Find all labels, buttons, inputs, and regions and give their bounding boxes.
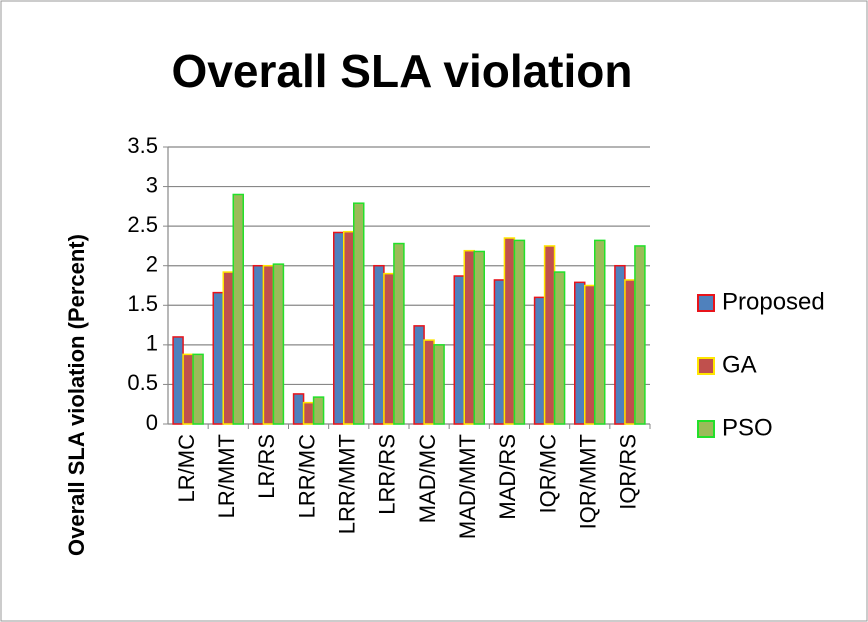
bar xyxy=(292,393,305,425)
legend-label: Proposed xyxy=(722,288,825,315)
bar xyxy=(574,281,586,425)
bar xyxy=(453,275,465,425)
bar xyxy=(172,336,184,425)
bar xyxy=(192,353,204,425)
y-axis-label: Overall SLA violation (Percent) xyxy=(64,234,89,556)
bar xyxy=(393,242,405,425)
bar xyxy=(553,271,566,425)
x-tick-label: LR/RS xyxy=(254,434,279,499)
x-tick-label: IQR/MC xyxy=(535,434,560,514)
y-tick-label: 2.5 xyxy=(127,212,158,237)
bar xyxy=(353,202,365,425)
legend-label: PSO xyxy=(722,414,773,441)
bar xyxy=(333,231,345,425)
bar xyxy=(182,353,194,425)
bar xyxy=(473,250,485,425)
y-tick-label: 0.5 xyxy=(127,370,158,395)
legend-label: GA xyxy=(722,351,757,378)
bar xyxy=(543,245,556,425)
x-tick-label: LRR/RS xyxy=(375,434,400,515)
x-tick-label: LR/MMT xyxy=(214,434,239,518)
x-tick-label: IQR/MMT xyxy=(576,434,601,529)
bar xyxy=(463,249,475,425)
y-tick-label: 1 xyxy=(146,331,158,356)
legend-swatch xyxy=(697,294,715,312)
bar xyxy=(262,264,275,425)
x-tick-label: MAD/RS xyxy=(495,434,520,520)
y-tick-label: 0 xyxy=(146,410,158,435)
x-tick-label: IQR/RS xyxy=(616,434,641,510)
y-tick-label: 1.5 xyxy=(127,291,158,316)
bar xyxy=(614,264,626,425)
bar xyxy=(634,245,646,425)
bar xyxy=(624,279,636,425)
bar xyxy=(222,271,234,425)
bar xyxy=(533,296,546,425)
legend-swatch xyxy=(697,420,715,438)
bar xyxy=(493,279,506,425)
y-tick-label: 2 xyxy=(146,252,158,277)
bar xyxy=(513,239,526,425)
y-tick-label: 3.5 xyxy=(127,133,158,158)
x-tick-label: MAD/MMT xyxy=(455,434,480,539)
x-tick-label: MAD/MC xyxy=(415,434,440,523)
y-tick-label: 3 xyxy=(146,172,158,197)
x-tick-label: LRR/MC xyxy=(294,434,319,518)
legend-swatch xyxy=(697,357,715,375)
bar xyxy=(413,325,425,425)
bar xyxy=(594,239,606,425)
bar xyxy=(433,344,445,425)
x-tick-label: LRR/MMT xyxy=(335,434,360,534)
bar xyxy=(272,263,285,425)
x-tick-label: LR/MC xyxy=(174,434,199,503)
bar xyxy=(302,401,315,425)
bar xyxy=(343,230,355,425)
chart-title: Overall SLA violation xyxy=(172,45,633,97)
bar xyxy=(383,272,395,425)
bar xyxy=(312,396,325,425)
bar xyxy=(212,291,224,425)
bar xyxy=(584,284,596,425)
bar xyxy=(232,193,244,425)
bar xyxy=(252,264,265,425)
bar xyxy=(503,237,516,425)
bar xyxy=(423,339,435,425)
bar xyxy=(373,264,385,425)
